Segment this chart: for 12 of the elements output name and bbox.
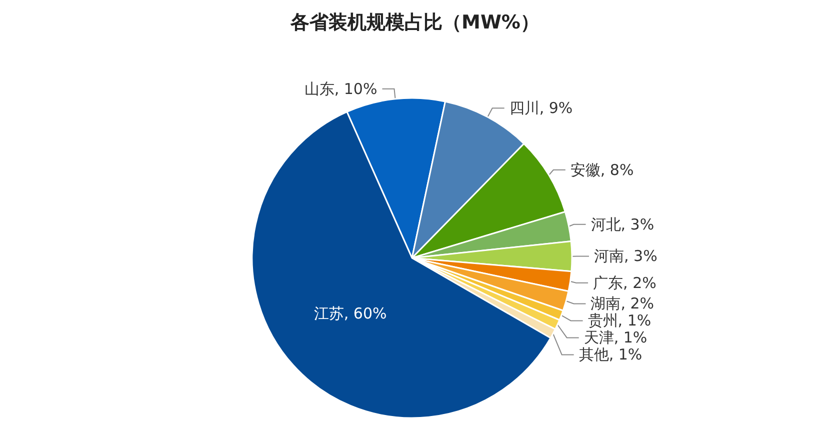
slice-label: 河南, 3% xyxy=(594,247,658,266)
slice-label: 山东, 10% xyxy=(304,80,378,98)
slice-label: 江苏, 60% xyxy=(314,304,387,323)
slice-label: 湖南, 2% xyxy=(590,294,654,313)
slice-label: 安徽, 8% xyxy=(570,160,634,179)
chart-title: 各省装机规模占比（MW%） xyxy=(290,12,540,34)
slice-label: 天津, 1% xyxy=(584,328,648,347)
slice-label: 河北, 3% xyxy=(590,215,654,234)
slice-label: 广东, 2% xyxy=(593,274,656,292)
slice-label: 贵州, 1% xyxy=(588,312,652,330)
slice-label: 其他, 1% xyxy=(578,346,642,364)
slice-label: 四川, 9% xyxy=(509,99,573,118)
